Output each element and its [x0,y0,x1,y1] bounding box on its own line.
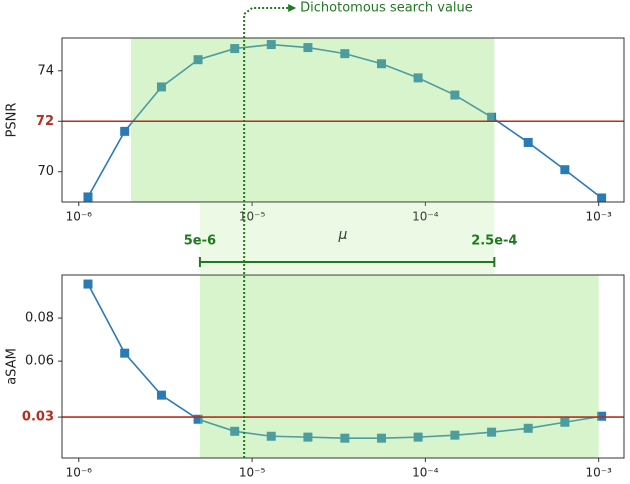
x-axis-label: μ [338,227,348,243]
x-tick-label: 10⁻⁶ [66,210,93,224]
marker [156,82,166,92]
x-tick-label: 10⁻⁵ [239,466,266,480]
marker [523,423,533,433]
marker [230,426,240,436]
marker [156,390,166,400]
y-tick-label: 0.06 [25,354,54,369]
axes-frame [61,37,625,203]
marker [340,433,350,443]
x-tick-label: 10⁻⁶ [66,466,93,480]
x-tick-label: 10⁻⁴ [412,210,439,224]
marker [266,431,276,441]
marker [303,432,313,442]
marker [487,112,497,122]
marker [597,193,607,203]
y-axis-label: PSNR [5,103,20,138]
marker [376,433,386,443]
interval-label: 5e-6 [184,234,216,249]
interval-label: 2.5e-4 [471,234,517,249]
x-tick-label: 10⁻³ [585,466,612,480]
marker [487,427,497,437]
highlight-span [199,275,599,458]
marker [83,192,93,202]
marker [193,55,203,65]
marker [120,126,130,136]
y-tick-label: 0.08 [25,311,54,326]
marker [450,90,460,100]
marker [597,411,607,421]
y-axis-label: aSAM [5,348,20,385]
marker [376,59,386,69]
marker [560,417,570,427]
axes-frame [61,274,625,459]
y-tick-label: 74 [37,63,54,78]
marker [523,137,533,147]
marker [340,49,350,59]
arrow-head [288,4,297,12]
x-tick-label: 10⁻³ [585,210,612,224]
highlight-span [130,38,495,202]
marker [413,432,423,442]
y-tick-label: 0.03 [22,410,54,425]
marker [230,44,240,54]
marker [120,348,130,358]
x-tick-label: 10⁻⁴ [412,466,439,480]
search-line [243,7,289,458]
marker [560,165,570,175]
marker [450,430,460,440]
marker [83,279,93,289]
search-label: Dichotomous search value [300,1,473,16]
y-tick-label: 70 [37,164,54,179]
x-tick-label: 10⁻⁵ [239,210,266,224]
y-tick-label: 72 [36,114,54,129]
marker [413,73,423,83]
marker [193,414,203,424]
marker [266,40,276,50]
marker [303,43,313,53]
